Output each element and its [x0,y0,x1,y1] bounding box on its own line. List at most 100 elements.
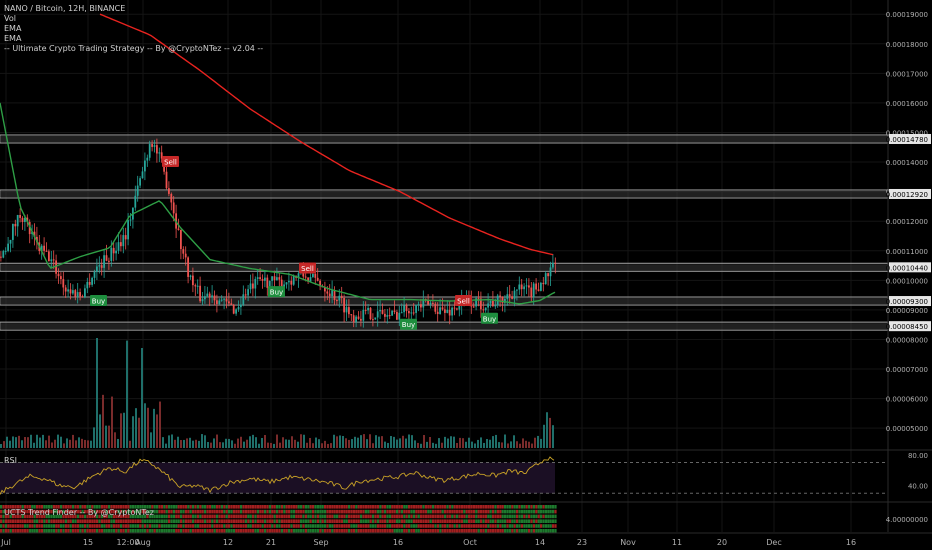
trend-cell [384,505,387,509]
trend-cell [206,529,209,533]
candle-body [194,285,197,287]
trend-cell [372,519,375,523]
trend-cell [177,529,180,533]
trend-cell [7,509,10,514]
trend-cell [120,519,123,523]
trend-cell [225,529,228,533]
trend-cell [415,509,418,514]
candle-body [487,303,489,308]
volume-bar [306,442,308,448]
trend-cell [160,509,163,514]
rsi-pane-label[interactable]: RSI [4,456,17,465]
trend-cell [264,524,267,528]
trend-cell [115,509,118,514]
candle-body [57,273,60,277]
trend-cell [331,519,334,523]
trend-cell [487,524,490,528]
trend-cell [33,514,36,519]
trend-cell [0,505,3,509]
legend-ema-2[interactable]: EMA [4,34,22,43]
candle-body [297,273,300,278]
candle-body [362,309,365,321]
signal-box [162,156,179,168]
candle-body [304,276,307,278]
trend-cell [74,519,77,523]
trend-cell [57,514,60,519]
ema-slow-line [99,13,554,256]
symbol-title[interactable]: NANO / Bitcoin, 12H, BINANCE [4,4,126,13]
signal-buy-label: Buy [268,286,285,298]
trend-cell [122,505,125,509]
time-tick-label: 14 [535,538,545,547]
trend-cell [343,509,346,514]
time-tick-label: 16 [393,538,403,547]
trend-cell [216,505,219,509]
trend-cell [350,509,353,514]
trend-cell [393,505,396,509]
trend-cell [38,524,41,528]
trend-cell [494,514,497,519]
candle-body [9,239,12,244]
volume-bar [384,441,386,448]
trend-cell [398,514,401,519]
volume-bar [15,437,17,448]
trend-cell [460,519,463,523]
trend-cell [364,509,367,514]
trend-cell [240,514,243,519]
ucts-pane-label[interactable]: UCTS Trend Finder -- By @CryptoNTez [4,508,154,517]
trend-cell [273,529,276,533]
trend-cell [520,505,523,509]
trend-cell [362,505,365,509]
trend-cell [456,509,459,514]
trend-cell [4,519,7,523]
trend-cell [312,514,315,519]
trend-cell [249,514,252,519]
volume-bar [180,440,182,448]
trend-cell [441,509,444,514]
trend-cell [237,514,240,519]
candle-body [69,289,72,294]
volume-bar [534,437,536,448]
trend-cell [247,529,250,533]
trend-cell [127,514,130,519]
trend-cell [432,514,435,519]
trend-cell [50,519,53,523]
trend-cell [374,509,377,514]
trend-cell [477,514,480,519]
candle-body [528,285,530,288]
trend-cell [348,524,351,528]
trend-cell [444,505,447,509]
trend-cell [189,505,192,509]
trend-cell [96,514,99,519]
volume-bar [372,443,374,448]
trend-cell [516,505,519,509]
candle-body [256,277,259,279]
trend-cell [31,529,34,533]
trend-cell [472,514,475,519]
trend-cell [403,509,406,514]
trend-cell [398,529,401,533]
candle-body [220,299,223,301]
trend-cell [352,514,355,519]
trend-cell [360,505,363,509]
trend-cell [7,505,10,509]
trend-cell [177,505,180,509]
legend-ema-1[interactable]: EMA [4,24,22,33]
trend-cell [91,505,94,509]
trend-cell [148,505,151,509]
trend-cell [405,524,408,528]
trend-cell [48,505,51,509]
legend-vol[interactable]: Vol [4,14,16,23]
candle-body [86,281,89,289]
candle-body [336,300,338,302]
trend-cell [444,529,447,533]
candle-body [168,188,170,194]
trend-cell [496,505,499,509]
trend-cell [36,524,39,528]
candle-body [381,309,384,314]
trend-cell [475,509,478,514]
trend-cell [434,519,437,523]
legend-strategy[interactable]: -- Ultimate Crypto Trading Strategy -- B… [4,44,264,53]
trend-cell [456,529,459,533]
